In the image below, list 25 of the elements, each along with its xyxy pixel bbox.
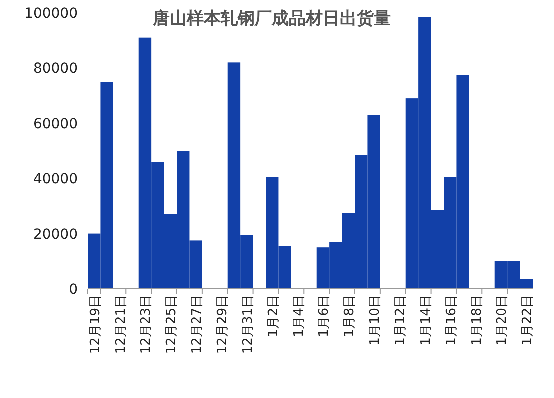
x-tick-label: 1月20日 (495, 295, 510, 346)
x-tick-label: 1月4日 (292, 295, 307, 338)
x-tick-label: 1月12日 (394, 295, 408, 346)
x-tick-label: 1月6日 (317, 295, 332, 338)
chart-title: 唐山样本轧钢厂成品材日出货量 (152, 9, 391, 29)
y-tick-label: 60000 (33, 116, 78, 132)
x-tick-label: 1月18日 (470, 295, 485, 346)
x-tick-label: 12月19日 (88, 295, 104, 354)
x-tick-label: 1月22日 (520, 295, 536, 346)
y-tick-label: 100000 (24, 6, 78, 22)
x-tick-label: 1月14日 (418, 295, 434, 346)
x-tick-label: 1月16日 (444, 295, 460, 346)
y-tick-label: 0 (69, 282, 78, 298)
x-tick-label: 12月21日 (114, 295, 129, 354)
x-tick-label: 1月10日 (368, 295, 384, 346)
x-tick-label: 12月27日 (190, 295, 206, 354)
x-tick-label: 1月8日 (342, 295, 358, 338)
x-tick-label: 12月29日 (216, 295, 230, 354)
y-tick-label: 80000 (33, 61, 78, 78)
x-tick-label: 1月2日 (266, 295, 282, 338)
x-tick-label: 12月23日 (139, 295, 154, 354)
y-tick-label: 40000 (33, 172, 78, 188)
x-tick-label: 12月25日 (164, 295, 180, 354)
x-tick-label: 12月31日 (240, 295, 256, 354)
y-tick-label: 20000 (33, 226, 78, 243)
